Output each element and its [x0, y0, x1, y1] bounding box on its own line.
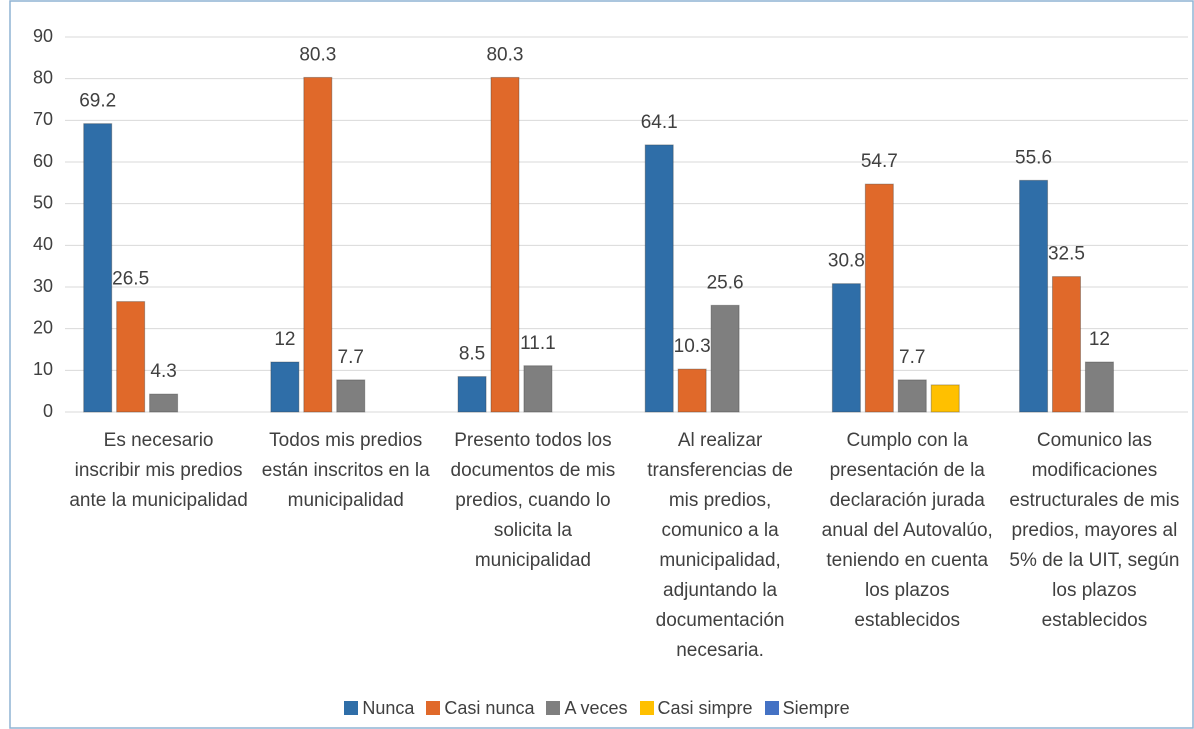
- x-tick-label: Presento todos los documentos de mis pre…: [450, 430, 616, 571]
- data-label: 80.3: [299, 44, 336, 65]
- data-label: 12: [1089, 329, 1110, 350]
- legend-label: Nunca: [362, 698, 415, 718]
- legend-label: A veces: [564, 698, 628, 718]
- y-tick-label: 90: [33, 26, 53, 46]
- data-label: 54.7: [861, 151, 898, 172]
- x-tick-label: Al realizar transferencias de mis predio…: [647, 430, 793, 661]
- legend: Nunca Casi nunca A veces Casi simpre Siempre: [0, 698, 1194, 719]
- bar: [1084, 361, 1114, 413]
- chart-border: [9, 0, 1194, 729]
- bar: [523, 365, 553, 413]
- bar: [457, 376, 487, 413]
- data-label: 30.8: [828, 251, 865, 272]
- bar: [270, 361, 300, 413]
- legend-swatch: [344, 701, 359, 715]
- data-label: 32.5: [1048, 244, 1085, 265]
- bar: [1051, 276, 1081, 413]
- bar: [83, 123, 113, 413]
- legend-item: Nunca: [344, 698, 414, 719]
- bar: [930, 384, 960, 413]
- y-tick-label: 60: [33, 151, 53, 171]
- legend-label: Casi simpre: [657, 698, 753, 718]
- data-label: 11.1: [520, 333, 556, 354]
- y-tick-label: 40: [33, 234, 53, 254]
- legend-swatch: [546, 701, 561, 715]
- data-label: 25.6: [707, 272, 744, 293]
- legend-item: Casi simpre: [639, 698, 753, 719]
- data-label: 26.5: [112, 269, 149, 290]
- data-label: 7.7: [899, 347, 925, 368]
- legend-swatch: [639, 701, 654, 715]
- data-label: 64.1: [641, 112, 678, 133]
- bar: [897, 379, 927, 413]
- bar: [336, 379, 366, 413]
- y-tick-label: 30: [33, 276, 53, 296]
- bar: [149, 393, 179, 413]
- bar: [677, 368, 707, 413]
- bar: [644, 144, 674, 413]
- bar: [116, 301, 146, 413]
- x-tick-label: Es necesario inscribir mis predios ante …: [69, 430, 248, 511]
- data-label: 69.2: [79, 91, 116, 112]
- x-tick-label: Todos mis predios están inscritos en la …: [261, 430, 430, 511]
- legend-swatch: [764, 701, 779, 715]
- data-label: 80.3: [486, 44, 523, 65]
- legend-label: Casi nunca: [444, 698, 535, 718]
- y-tick-label: 80: [33, 67, 53, 87]
- data-label: 10.3: [674, 336, 711, 357]
- legend-item: Casi nunca: [426, 698, 534, 719]
- bar: [710, 304, 740, 413]
- y-tick-label: 70: [33, 109, 53, 129]
- data-label: 55.6: [1015, 147, 1052, 168]
- y-tick-label: 10: [33, 359, 53, 379]
- bar: [1019, 179, 1049, 413]
- data-label: 12: [274, 329, 295, 350]
- bar: [831, 283, 861, 413]
- bar: [303, 76, 333, 413]
- y-tick-label: 50: [33, 192, 53, 212]
- data-label: 4.3: [150, 361, 176, 382]
- bar: [864, 183, 894, 413]
- data-label: 7.7: [338, 347, 364, 368]
- legend-swatch: [426, 701, 441, 715]
- legend-item: Siempre: [764, 698, 850, 719]
- legend-label: Siempre: [782, 698, 850, 718]
- bar: [490, 76, 520, 413]
- legend-item: A veces: [546, 698, 628, 719]
- y-tick-label: 20: [33, 317, 53, 337]
- x-tick-label: Comunico las modificaciones estructurale…: [1009, 430, 1180, 631]
- x-tick-label: Cumplo con la presentación de la declara…: [821, 430, 993, 631]
- y-tick-label: 0: [43, 401, 53, 421]
- data-label: 8.5: [459, 344, 485, 365]
